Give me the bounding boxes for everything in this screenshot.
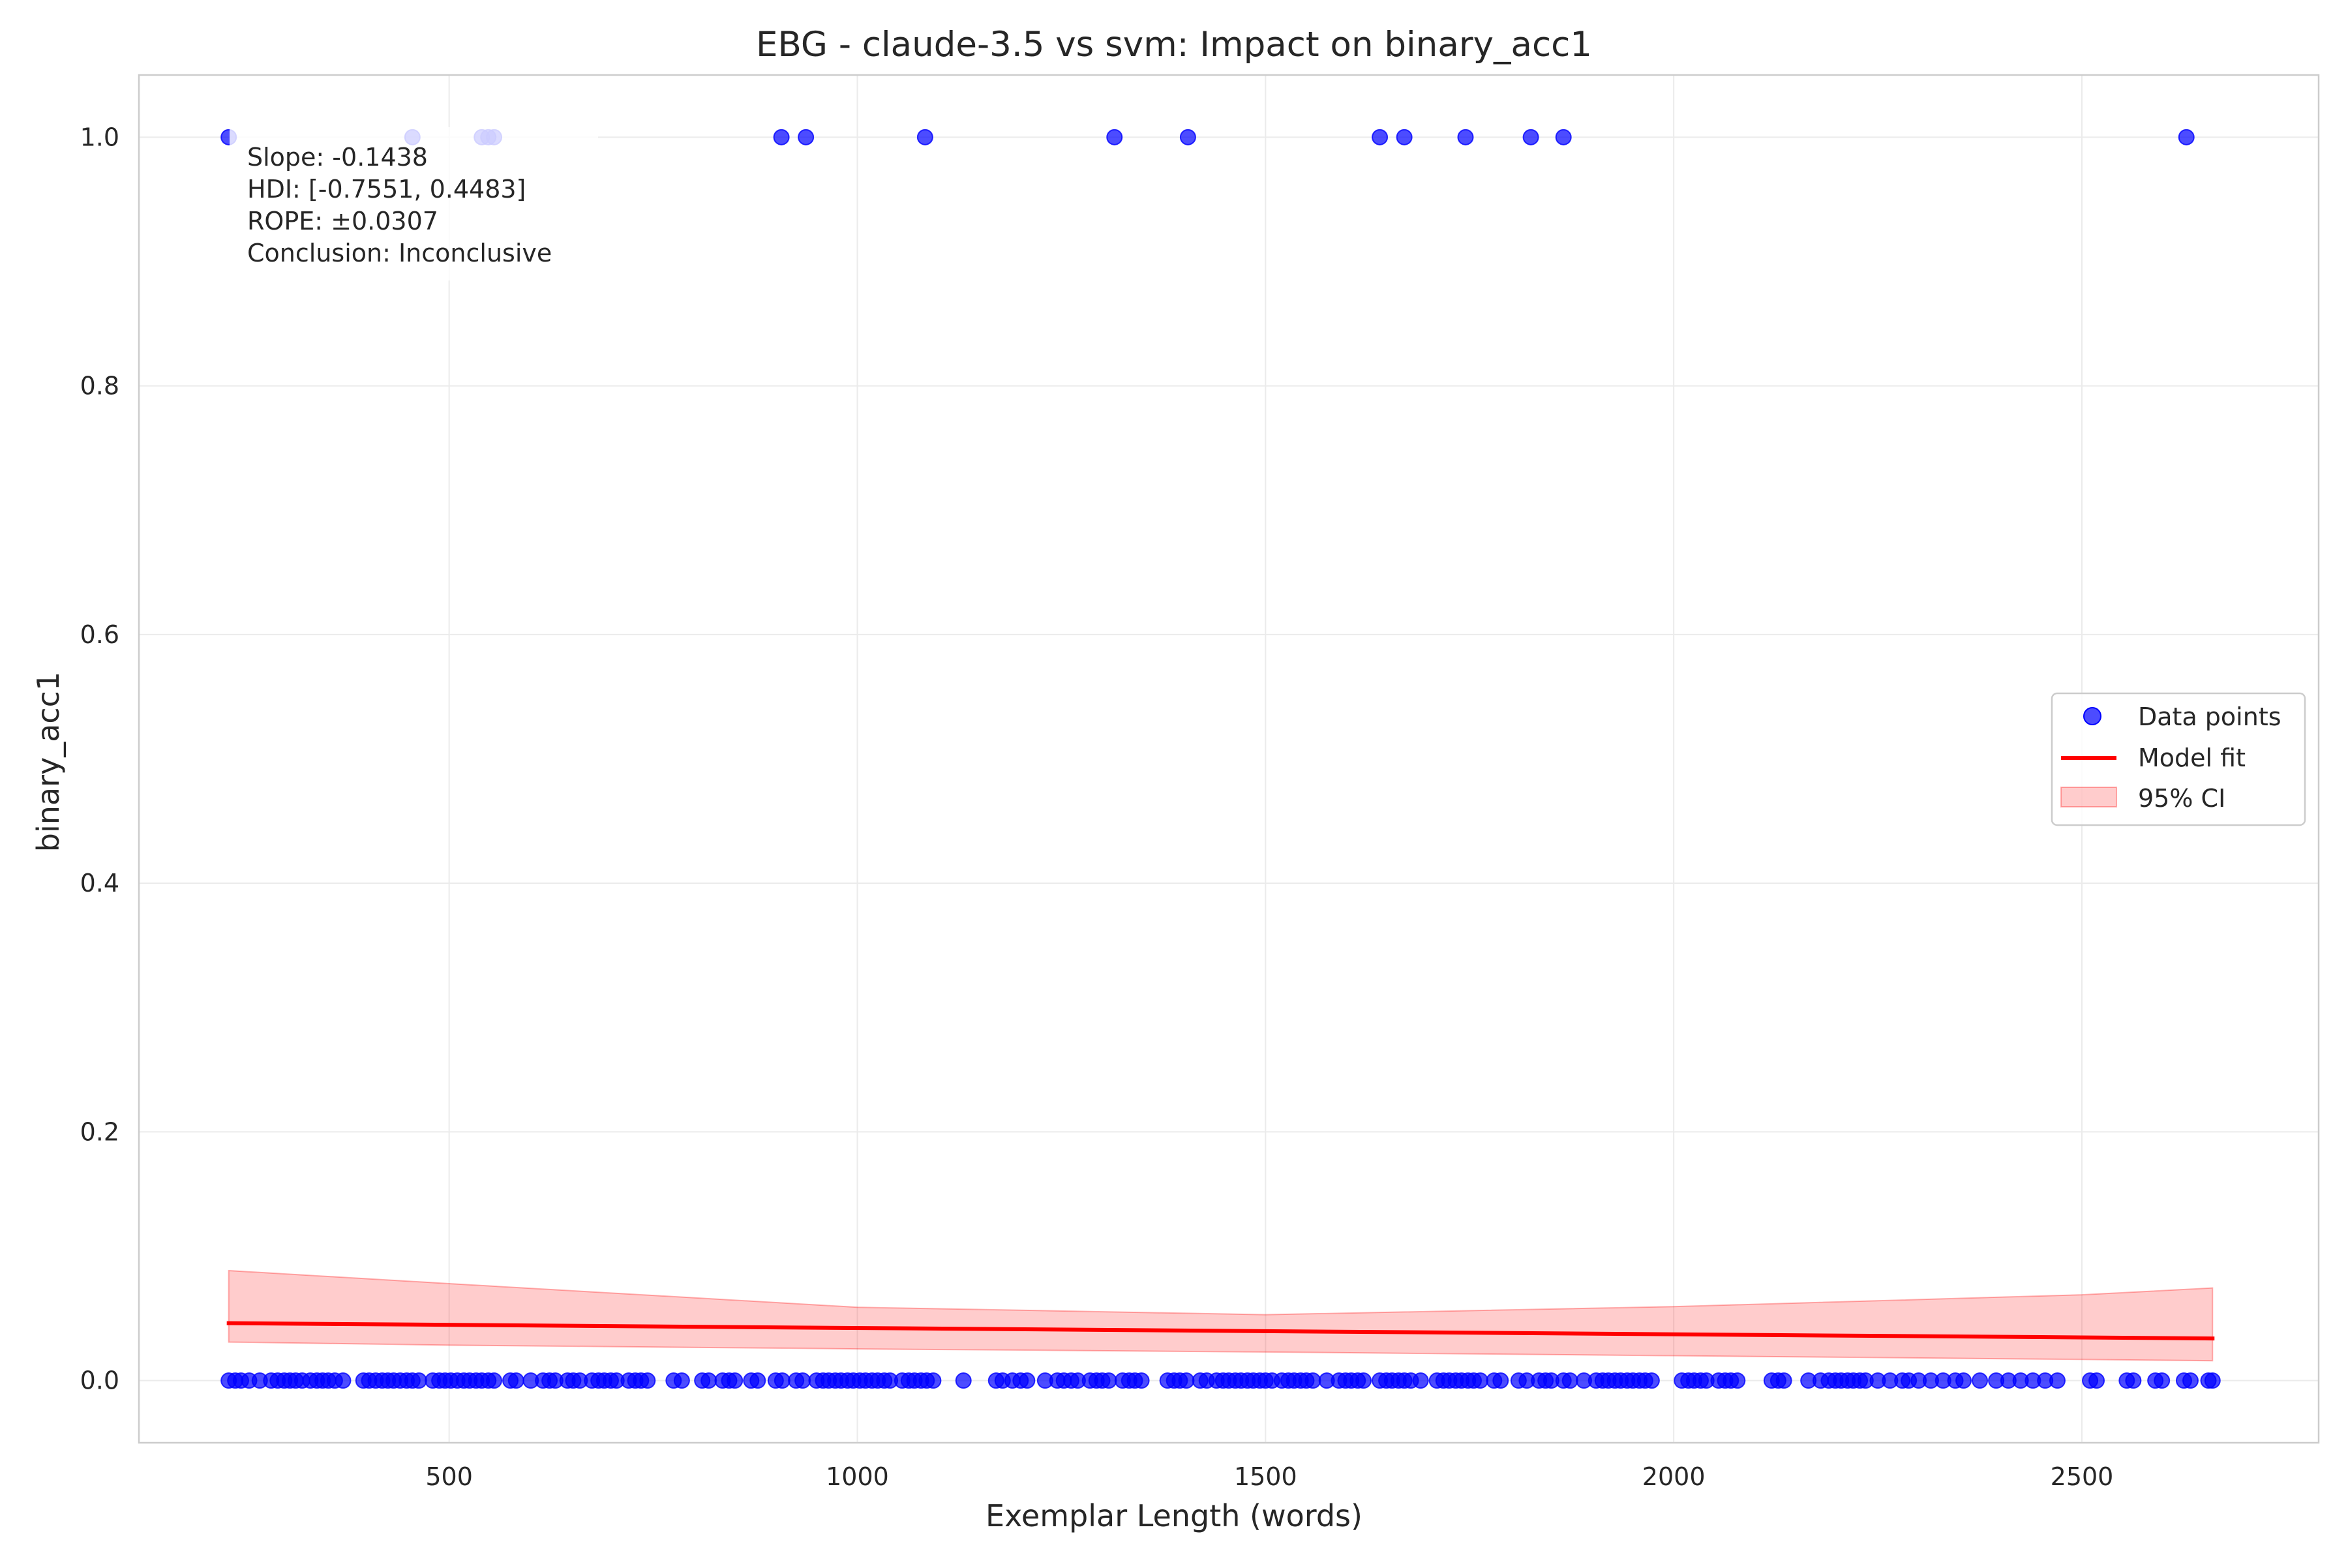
- data-point: [1372, 128, 1389, 145]
- data-point: [1555, 128, 1572, 145]
- data-point: [1955, 1372, 1972, 1389]
- ci-band-layer: [228, 1269, 2214, 1362]
- data-point: [1522, 128, 1539, 145]
- data-point: [1412, 1372, 1429, 1389]
- data-point: [673, 1372, 690, 1389]
- legend-label-model-fit: Model fit: [2138, 744, 2246, 772]
- data-point: [1492, 1372, 1509, 1389]
- y-tick-label: 0.8: [80, 372, 119, 400]
- data-point: [774, 1372, 790, 1389]
- data-point: [2154, 1372, 2171, 1389]
- ci-band: [228, 1269, 2214, 1362]
- stats-annotation: Slope: -0.1438 HDI: [-0.7551, 0.4483] RO…: [230, 127, 598, 280]
- y-tick-label: 0.0: [80, 1366, 119, 1395]
- data-point: [773, 128, 790, 145]
- annotation-rope: ROPE: ±0.0307: [247, 207, 438, 235]
- x-tick-label: 1000: [826, 1462, 889, 1491]
- data-point: [1019, 1372, 1036, 1389]
- data-point: [2178, 128, 2195, 145]
- y-tick-label: 1.0: [80, 123, 119, 151]
- data-point: [727, 1372, 744, 1389]
- data-point: [2204, 1372, 2221, 1389]
- x-axis-label: Exemplar Length (words): [986, 1498, 1362, 1533]
- data-point: [1972, 1372, 1989, 1389]
- y-axis-label: binary_acc1: [31, 672, 66, 852]
- annotation-conclusion: Conclusion: Inconclusive: [247, 239, 552, 267]
- grid: [139, 75, 2319, 1443]
- data-point: [639, 1372, 656, 1389]
- data-point: [700, 1372, 717, 1389]
- data-point: [1396, 128, 1413, 145]
- x-tick-label: 1500: [1234, 1462, 1297, 1491]
- data-point: [1304, 1372, 1321, 1389]
- data-point: [798, 128, 815, 145]
- data-point: [925, 1372, 942, 1389]
- model-fit-line: [226, 1321, 2215, 1341]
- legend-frame: [2051, 692, 2306, 826]
- legend: Data points Model fit 95% CI: [2051, 692, 2306, 826]
- data-point: [1472, 1372, 1489, 1389]
- y-tick-label: 0.6: [80, 620, 119, 649]
- annotation-hdi: HDI: [-0.7551, 0.4483]: [247, 175, 526, 204]
- data-point: [749, 1372, 766, 1389]
- data-point: [1355, 1372, 1372, 1389]
- data-point: [1457, 128, 1474, 145]
- plot-frame: [138, 74, 2320, 1444]
- annotation-background: [230, 127, 598, 280]
- data-point: [2088, 1372, 2105, 1389]
- y-tick-label: 0.4: [80, 869, 119, 897]
- data-point: [955, 1372, 972, 1389]
- data-point: [794, 1372, 811, 1389]
- data-point: [2049, 1372, 2066, 1389]
- x-tick-label: 2000: [1642, 1462, 1706, 1491]
- data-point: [1561, 1372, 1578, 1389]
- data-point: [1133, 1372, 1150, 1389]
- data-point: [1729, 1372, 1746, 1389]
- chart-title: EBG - claude-3.5 vs svm: Impact on binar…: [756, 25, 1592, 65]
- data-point: [916, 128, 933, 145]
- data-point: [335, 1372, 352, 1389]
- data-point: [410, 1372, 427, 1389]
- legend-patch-ci: [2060, 787, 2117, 807]
- x-tick-label: 500: [425, 1462, 473, 1491]
- data-point: [1775, 1372, 1792, 1389]
- annotation-slope: Slope: -0.1438: [247, 143, 428, 172]
- data-point: [1100, 1372, 1117, 1389]
- model-fit-layer: [226, 1321, 2215, 1341]
- data-point: [507, 1372, 524, 1389]
- data-point: [2125, 1372, 2142, 1389]
- legend-marker-data-points: [2083, 707, 2101, 725]
- data-point: [485, 1372, 502, 1389]
- y-tick-label: 0.2: [80, 1117, 119, 1146]
- x-tick-label: 2500: [2051, 1462, 2114, 1491]
- legend-label-data-points: Data points: [2138, 702, 2281, 731]
- data-point: [1643, 1372, 1660, 1389]
- data-points-layer: [220, 128, 2221, 1389]
- data-point: [1179, 128, 1196, 145]
- legend-label-ci: 95% CI: [2138, 784, 2225, 813]
- data-point: [1178, 1372, 1195, 1389]
- x-axis-ticks: 500 1000 1500 2000 2500: [425, 1462, 2113, 1491]
- y-axis-ticks: 0.0 0.2 0.4 0.6 0.8 1.0: [80, 123, 119, 1395]
- data-point: [2182, 1372, 2199, 1389]
- data-point: [1106, 128, 1123, 145]
